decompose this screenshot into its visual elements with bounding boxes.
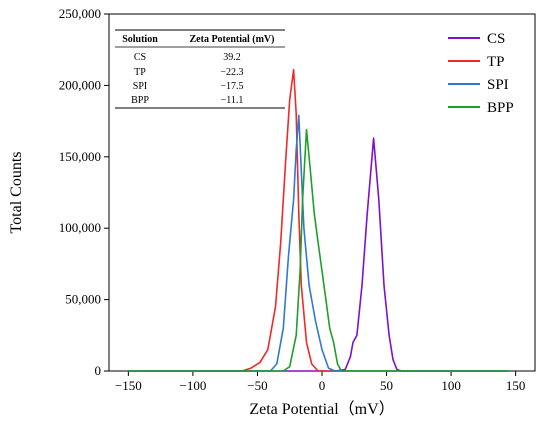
series-line-spi (128, 114, 510, 372)
y-tick-label: 200,000 (59, 77, 101, 92)
series-line-cs (128, 137, 510, 372)
inset-table: Solution Zeta Potential (mV) CS 39.2 TP … (115, 29, 285, 109)
x-tick-label: 100 (441, 378, 461, 393)
series-line-bpp (128, 128, 510, 372)
series-line-tp (128, 68, 510, 372)
y-axis-title: Total Counts (8, 152, 25, 234)
x-tick-label: −100 (179, 378, 206, 393)
table-cell-solution: TP (134, 67, 146, 78)
x-tick-label: 50 (380, 378, 393, 393)
table-cell-solution: BPP (131, 95, 149, 106)
x-tick-label: 0 (319, 378, 326, 393)
series-layer (128, 68, 510, 372)
table-cell-zeta: 39.2 (223, 52, 241, 63)
table-cell-solution: SPI (133, 81, 147, 92)
table-header-solution: Solution (122, 34, 158, 45)
axis-ticks: −150 −100 −50 0 50 100 150 0 50,000 100,000 150,00… (59, 6, 526, 393)
x-tick-label: −150 (115, 378, 142, 393)
y-tick-label: 50,000 (65, 292, 101, 307)
legend-label-bpp: BPP (487, 100, 514, 116)
table-cell-zeta: −11.1 (221, 95, 244, 106)
legend-label-spi: SPI (487, 77, 509, 93)
x-tick-label: 150 (506, 378, 526, 393)
legend-label-tp: TP (487, 54, 505, 70)
table-header-zeta: Zeta Potential (mV) (190, 34, 275, 45)
table-cell-zeta: −17.5 (220, 81, 243, 92)
y-tick-label: 0 (95, 363, 102, 378)
y-tick-label: 100,000 (59, 220, 101, 235)
legend-label-cs: CS (487, 31, 505, 47)
table-cell-solution: CS (134, 52, 146, 63)
x-axis-title: Zeta Potential（mV） (249, 400, 394, 418)
y-tick-label: 250,000 (59, 6, 101, 21)
legend: CS TP SPI BPP (448, 31, 514, 116)
x-tick-label: −50 (247, 378, 267, 393)
y-tick-label: 150,000 (59, 149, 101, 164)
plot-frame (108, 13, 536, 372)
table-cell-zeta: −22.3 (220, 67, 243, 78)
